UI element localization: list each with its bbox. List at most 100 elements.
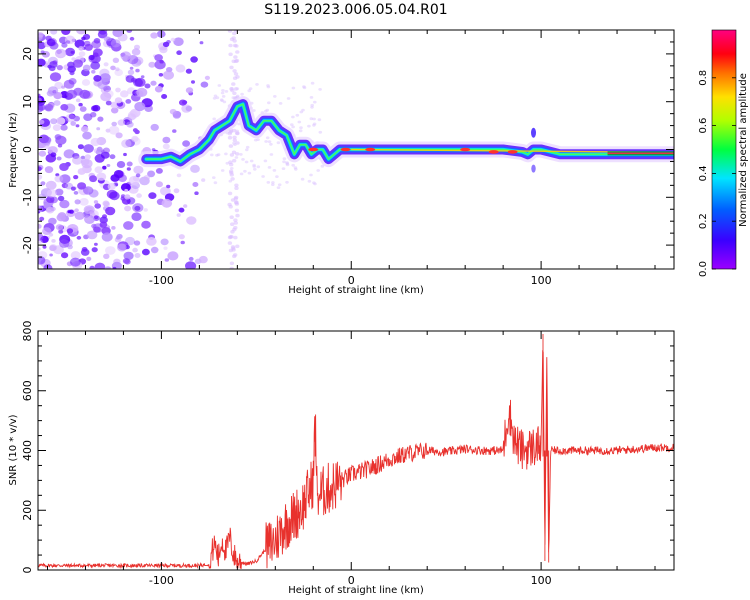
noise-blob <box>93 200 99 204</box>
noise-blob <box>234 200 239 205</box>
noise-blob <box>105 246 116 255</box>
noise-blob <box>224 152 228 156</box>
noise-blob <box>272 169 277 172</box>
noise-blob <box>110 65 116 71</box>
noise-blob <box>133 165 144 175</box>
noise-blob <box>188 256 194 261</box>
noise-blob <box>302 86 307 90</box>
noise-blob <box>233 235 238 240</box>
noise-blob <box>124 194 131 200</box>
noise-blob <box>253 138 258 142</box>
noise-blob <box>65 113 76 123</box>
noise-blob <box>111 226 116 230</box>
noise-blob <box>141 220 151 229</box>
top-y-axis-label: Frequency (Hz) <box>8 112 19 188</box>
noise-blob <box>74 39 85 49</box>
noise-blob <box>38 93 41 98</box>
noise-blob <box>134 101 146 112</box>
noise-blob <box>94 215 99 219</box>
noise-blob <box>160 238 169 246</box>
noise-blob <box>52 124 62 131</box>
noise-blob <box>57 195 65 202</box>
noise-blob <box>234 208 240 213</box>
noise-blob <box>93 48 103 57</box>
noise-blob <box>204 75 210 80</box>
noise-blob <box>233 221 238 225</box>
noise-blob <box>101 232 113 242</box>
noise-blob <box>115 67 120 72</box>
noise-blob <box>232 43 238 48</box>
noise-blob <box>112 266 117 269</box>
noise-blob <box>150 80 157 86</box>
y-tick-label: 0 <box>21 146 34 153</box>
noise-blob <box>104 266 112 269</box>
noise-blob <box>234 58 240 63</box>
noise-blob <box>227 30 233 33</box>
noise-blob <box>227 202 232 207</box>
noise-blob <box>229 261 235 266</box>
noise-blob <box>60 124 68 131</box>
noise-blob <box>126 167 131 171</box>
noise-blob <box>42 227 52 236</box>
noise-blob <box>213 94 218 98</box>
noise-blob <box>50 206 56 212</box>
noise-blob <box>49 253 53 257</box>
noise-blob <box>162 41 170 48</box>
noise-blob <box>154 85 163 93</box>
noise-blob <box>244 160 249 164</box>
noise-blob <box>186 216 197 225</box>
noise-blob <box>124 188 129 193</box>
noise-blob <box>56 65 63 71</box>
noise-blob <box>94 154 105 163</box>
noise-blob <box>47 146 58 155</box>
noise-blob <box>233 196 238 201</box>
noise-blob <box>38 247 41 251</box>
noise-blob <box>212 117 216 121</box>
colorbar-tick-label: 0.2 <box>698 213 709 229</box>
noise-blob <box>230 245 236 249</box>
noise-blob <box>291 86 296 90</box>
noise-blob <box>45 201 54 209</box>
colorbar-tick-label: 0.8 <box>698 70 709 86</box>
noise-blob <box>160 186 171 196</box>
noise-blob <box>96 172 107 181</box>
ridge-hotspot <box>507 150 518 154</box>
y-tick-label: 800 <box>21 321 34 342</box>
y-tick-label: 400 <box>21 440 34 461</box>
y-tick-label: 10 <box>21 95 34 109</box>
noise-blob <box>50 30 58 35</box>
x-tick-label: 100 <box>531 574 552 587</box>
noise-blob <box>180 240 185 245</box>
noise-blob <box>318 88 322 91</box>
noise-blob <box>235 50 240 54</box>
noise-blob <box>93 226 101 233</box>
noise-blob <box>102 200 110 207</box>
noise-blob <box>72 155 83 165</box>
noise-blob <box>42 245 47 249</box>
noise-blob <box>72 59 83 68</box>
noise-blob <box>68 113 76 120</box>
noise-blob <box>297 120 302 124</box>
noise-blob <box>267 101 271 105</box>
noise-blob <box>105 206 116 216</box>
noise-blob <box>190 164 200 173</box>
noise-blob <box>159 46 168 54</box>
top-x-axis-label: Height of straight line (km) <box>288 285 424 296</box>
noise-blob <box>78 102 83 107</box>
noise-blob <box>132 247 138 253</box>
noise-blob <box>229 266 234 269</box>
noise-blob <box>266 181 271 184</box>
noise-blob <box>233 72 239 76</box>
noise-blob <box>89 175 98 183</box>
noise-blob <box>53 100 61 106</box>
noise-blob <box>232 158 237 163</box>
noise-blob <box>192 182 199 187</box>
noise-blob <box>312 122 317 126</box>
noise-blob <box>228 248 234 253</box>
noise-blob <box>227 135 233 140</box>
noise-blob <box>235 75 240 79</box>
noise-blob <box>310 81 315 85</box>
noise-blob <box>299 126 303 130</box>
noise-blob <box>232 128 237 133</box>
noise-blob <box>73 175 79 180</box>
